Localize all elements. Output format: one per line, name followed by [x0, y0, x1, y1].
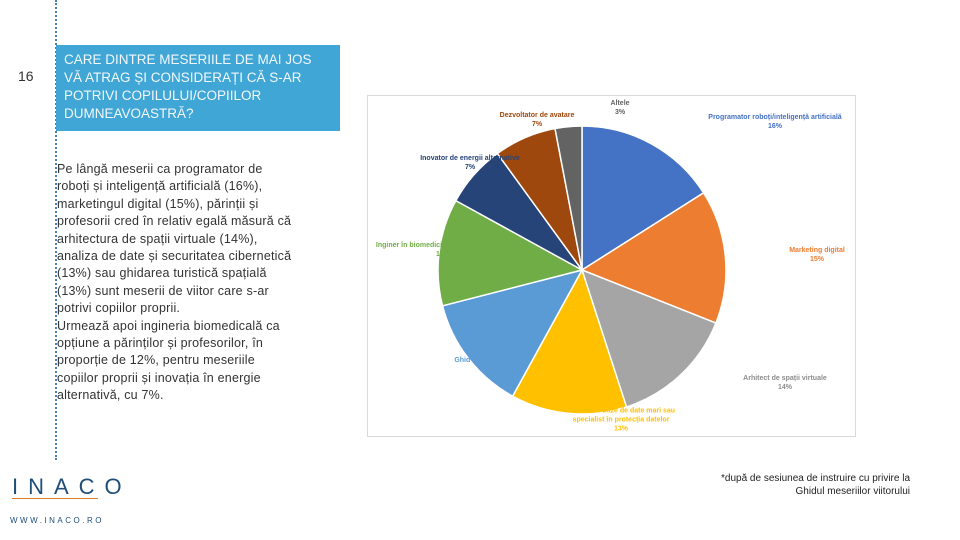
divider — [55, 0, 57, 460]
body-line: (13%) sunt meserii de viitor care s-ar — [57, 283, 269, 298]
footnote: *după de sesiunea de instruire cu privir… — [721, 472, 910, 498]
slice-label: Arhitect de spații virtuale 14% — [715, 374, 855, 392]
slice-name: Marketing digital — [789, 247, 845, 254]
body-line: Pe lângă meserii ca programator de — [57, 162, 263, 176]
body-line: copiilor proprii și inovația în energie — [57, 370, 261, 385]
body-line: roboți și inteligență artificială (16%), — [57, 179, 263, 194]
title-line: VĂ ATRAG ȘI CONSIDERAȚI CĂ S-AR — [64, 70, 302, 85]
slice-value: 12% — [435, 251, 450, 258]
slice-value: 16% — [767, 123, 782, 130]
slice-name: Ghid turistic spațial — [454, 357, 520, 364]
slice-value: 7% — [464, 164, 476, 171]
slice-label: Programator roboți/inteligență artificia… — [705, 113, 845, 131]
logo: INACO — [12, 474, 132, 499]
logo-line — [12, 498, 98, 499]
body-line: arhitectura de spații virtuale (14%), — [57, 231, 258, 246]
pie-slice — [511, 268, 628, 415]
footnote-line: Ghidul meseriilor viitorului — [795, 486, 910, 497]
slice-label: Altele 3% — [550, 99, 690, 117]
body-line: alternativă, cu 7%. — [57, 388, 164, 403]
body-line: opțiune a părinților și profesorilor, în — [57, 336, 264, 351]
title-line: DUMNEAVOASTRĂ? — [64, 106, 194, 121]
body-line: analiza de date și securitatea ciberneti… — [57, 249, 292, 264]
pie-slice — [441, 268, 584, 398]
slice-label: Analist de baze de date mari sau special… — [551, 407, 691, 434]
slice-value: 14% — [777, 384, 792, 391]
pie-slice — [554, 125, 583, 271]
slice-value: 7% — [531, 121, 543, 128]
slice-label: Ghid turistic spațial 13% — [417, 356, 557, 374]
slice-name: Arhitect de spații virtuale — [743, 375, 827, 382]
slice-name: Programator roboți/inteligență artificia… — [708, 114, 842, 121]
slice-label: Dezvoltator de avatare 7% — [467, 111, 607, 129]
slice-value: 3% — [614, 109, 626, 116]
website: WWW.INACO.RO — [10, 516, 104, 525]
pie-slice — [581, 125, 705, 272]
slice-label: Marketing digital 15% — [747, 246, 887, 264]
slice-name: Altele — [610, 100, 630, 107]
title: CARE DINTRE MESERIILE DE MAI JOS VĂ ATRAG… — [64, 51, 312, 123]
slice-name: Inovator de energii alternative — [420, 155, 520, 162]
body-line: marketingul digital (15%), părinții și — [57, 196, 259, 211]
slice-value: 13% — [613, 425, 628, 433]
pie-slice — [580, 191, 727, 324]
body-line: potrivi copiilor proprii. — [57, 301, 181, 316]
slice-name: Inginer în biomedicină sau biotehnologii — [375, 242, 511, 249]
slice-label: Inovator de energii alternative 7% — [400, 154, 540, 172]
body-text: Pe lângă meserii ca programator de roboți… — [57, 161, 291, 405]
title-line: POTRIVI COPILULUI/COPIILOR — [64, 88, 262, 103]
slice-value: 13% — [479, 366, 494, 373]
title-box — [56, 45, 340, 131]
body-line: proporție de 12%, pentru meseriile — [57, 353, 255, 368]
chart-frame — [367, 95, 856, 437]
slice-name: Dezvoltator de avatare — [499, 112, 575, 119]
footnote-line: *după de sesiunea de instruire cu privir… — [721, 473, 910, 484]
pie-slice — [437, 199, 585, 307]
body-line: profesorii cred în relativ egală măsură … — [57, 214, 292, 229]
slice-value: 15% — [809, 256, 824, 263]
body-line: (13%) sau ghidarea turistică spațială — [57, 266, 267, 281]
slice-name: Analist de baze de date mari sau special… — [566, 407, 676, 424]
title-line: CARE DINTRE MESERIILE DE MAI JOS — [64, 52, 312, 67]
slice-label: Inginer în biomedicină sau biotehnologii… — [373, 241, 513, 259]
body-line: Urmează apoi ingineria biomedicală ca — [57, 318, 280, 333]
page-number: 16 — [18, 68, 34, 84]
